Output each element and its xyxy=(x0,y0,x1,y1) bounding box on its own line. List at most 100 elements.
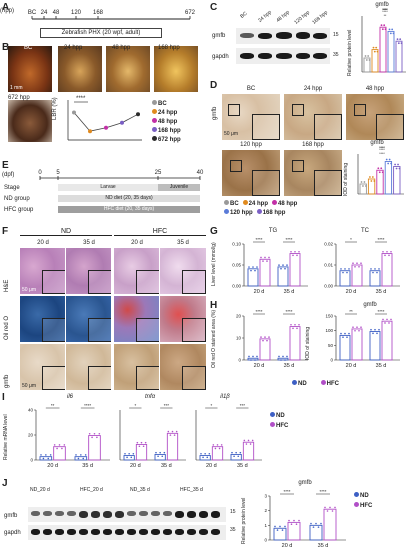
i-il6-pt-1-1-3 xyxy=(96,436,98,439)
i-il1b-pt-0-1-1 xyxy=(214,447,217,450)
legend-dot-168 xyxy=(152,127,157,132)
i-tnf-pt-0-0-0 xyxy=(124,452,126,455)
f-day-2: 35 d xyxy=(83,240,95,246)
i-il6-pt-0-1-2 xyxy=(58,444,61,446)
chart-d-dot-3-3 xyxy=(390,162,392,165)
chart-d-sig-2: **** xyxy=(379,148,385,152)
i-tnf-pt-1-1-2 xyxy=(171,430,174,433)
h-legend: ND HFC xyxy=(292,380,339,387)
f-scale-2: 50 μm xyxy=(22,383,36,389)
g-tg-pt-0-0-0 xyxy=(248,266,250,268)
h-oil-pt-1-1-1 xyxy=(292,327,294,330)
i-il6-chart: 0 20 40 20 d ** 35 d **** xyxy=(28,403,110,469)
j-bar-0-1 xyxy=(287,521,301,541)
g-tg-xcat-1: 35 d xyxy=(284,289,295,295)
d-label-24: 24 hpp xyxy=(303,86,323,92)
i-il6-pt-1-1-2 xyxy=(93,432,96,435)
h-oil-bar-1-1 xyxy=(289,326,301,361)
d-legend-168: 168 hpp xyxy=(262,210,286,216)
blot-j-gapdh-band-2 xyxy=(55,529,64,535)
i-il1b-pt-0-0-2 xyxy=(204,452,206,455)
panel-d-side-label: gmfb xyxy=(212,106,218,120)
d-legend-120: 120 hpp xyxy=(230,210,253,216)
blot-j-gmfb-band-4 xyxy=(79,511,88,518)
panel-a-caption: Zebrafish PHX (20 wpf, adult) xyxy=(40,28,162,38)
h-oil-chart: 0 10 20 20 d **** 35 d **** xyxy=(236,309,308,369)
photo-label-48hpp: 48 hpp xyxy=(112,45,131,51)
h-gmfb-pt-0-0-4 xyxy=(348,332,350,335)
blot-c-gapdh xyxy=(236,48,330,64)
i-il6-pt-1-0-1 xyxy=(77,457,80,460)
j-pt-1-1-1 xyxy=(326,510,329,512)
h-gmfb-pt-0-1-4 xyxy=(360,326,362,328)
h-oil-pt-1-1-2 xyxy=(294,323,296,326)
chart-c-dot-3-1 xyxy=(389,32,392,35)
d-legend-24: 24 hpp xyxy=(248,201,269,207)
liver-photo-168hpp xyxy=(154,46,198,92)
j-pt-1-0-1 xyxy=(312,526,315,528)
gmfb-nd-20 xyxy=(20,344,65,390)
h-oil-bar-0-0 xyxy=(247,357,259,361)
h-gmfb-bar-1-0 xyxy=(369,331,381,361)
ihc-48 xyxy=(346,94,404,140)
j-bar-0-0 xyxy=(273,527,287,541)
i-tnf-pt-1-1-0 xyxy=(167,430,170,433)
i-legend-hfc: HFC xyxy=(276,423,289,429)
j-pt-0-0-2 xyxy=(279,525,281,528)
h-oil-sig-0: **** xyxy=(255,309,262,314)
chart-d-dot-0-1 xyxy=(362,185,364,187)
j-pt-0-1-2 xyxy=(293,519,295,522)
g-tg-pt-0-0-3 xyxy=(254,269,256,272)
legend-dot-48 xyxy=(152,118,157,123)
blot-j-gapdh-band-3 xyxy=(67,529,76,535)
j-xcat-1: 35 d xyxy=(318,543,329,549)
chart-c-bar-0 xyxy=(363,57,371,73)
h-oil-pt-0-1-2 xyxy=(264,336,266,338)
lbr-point-4 xyxy=(136,112,140,117)
g-tg-xcat-0: 20 d xyxy=(254,289,265,295)
i-il6-bar-0-1 xyxy=(53,446,66,461)
g-tg-bar-1-0 xyxy=(277,266,289,287)
chart-d-dot-1-0 xyxy=(369,176,371,178)
blot-j-gapdh-band-11 xyxy=(163,529,172,535)
blot-j-gmfb-band-14 xyxy=(199,511,208,518)
h-oil-pt-1-0-2 xyxy=(282,355,284,358)
i-legend-dot-nd xyxy=(270,412,275,417)
h-gmfb-pt-1-1-2 xyxy=(386,318,388,321)
chart-d-dot-1-3 xyxy=(373,180,376,182)
chart-c-dot-4-1 xyxy=(397,42,400,45)
i-tnf-bar-1-0 xyxy=(154,453,166,461)
blot-j-gmfb-band-5 xyxy=(91,511,100,518)
i-il6-pt-1-0-4 xyxy=(84,454,87,456)
liver-photo-bc xyxy=(8,46,52,92)
lbr-legend: BC 24 hpp 48 hpp 168 hpp 672 hpp xyxy=(152,100,181,143)
i-legend-nd: ND xyxy=(276,413,285,419)
lane-c-120: 120 hpp xyxy=(293,9,312,26)
g-tc-xcat-1: 35 d xyxy=(376,289,387,295)
f-day-3: 20 d xyxy=(131,240,143,246)
i-il6-bar-1-1 xyxy=(88,435,101,461)
g-tg-pt-1-1-2 xyxy=(294,250,296,253)
g-tc-pt-0-0-0 xyxy=(340,268,342,270)
g-ylabel: Liver level (mmol/g) xyxy=(211,242,217,286)
chart-c-bar-4 xyxy=(395,40,403,73)
blot-j-gapdh-band-14 xyxy=(199,529,208,535)
chart-c-dot-4-3 xyxy=(400,42,403,45)
i-tnf-pt-1-0-0 xyxy=(155,451,157,454)
i-il6-pt-1-0-0 xyxy=(75,454,77,456)
i-il1b-pt-0-0-0 xyxy=(200,452,202,455)
g-tg-pt-0-1-2 xyxy=(264,256,266,259)
g-tc-pt-1-1-1 xyxy=(384,254,386,257)
f-row-he: H&E xyxy=(4,279,10,292)
h-gmfb-pt-1-0-0 xyxy=(370,328,372,331)
g-tc-sig-1: **** xyxy=(377,237,384,242)
photo-label-168hpp: 168 hpp xyxy=(158,45,180,51)
h-gmfb-pt-0-0-2 xyxy=(344,332,346,335)
group-nd-bar: ND diet (20, 35 days) xyxy=(58,195,200,202)
g-tg-pt-1-1-4 xyxy=(298,250,300,253)
i-gene-2: tnfα xyxy=(144,394,156,400)
h-oil-pt-1-0-3 xyxy=(284,359,286,361)
chart-d-bar-3 xyxy=(384,161,393,195)
panel-label-j: J xyxy=(2,478,8,489)
chart-c-dot-3-3 xyxy=(392,32,395,35)
